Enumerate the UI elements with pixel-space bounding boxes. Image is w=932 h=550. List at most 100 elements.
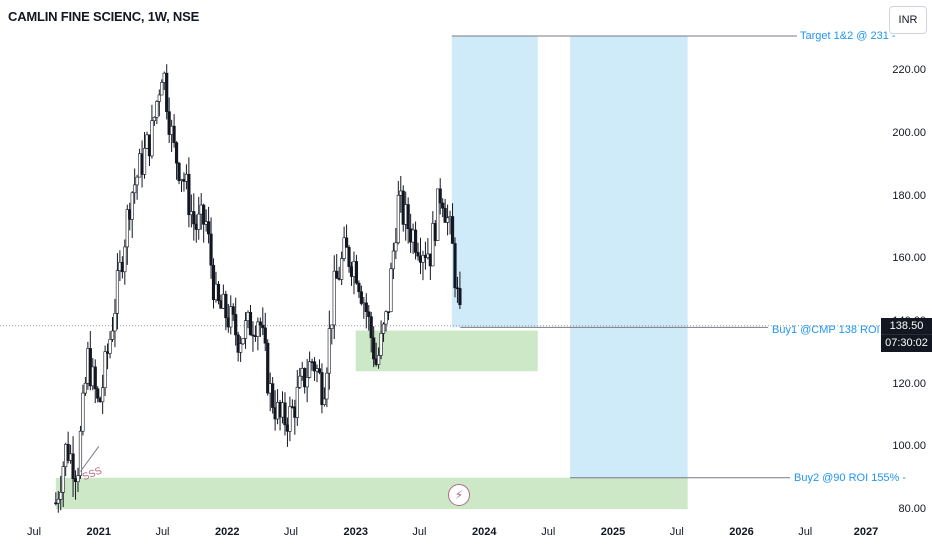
candle-body xyxy=(342,237,346,259)
candle-body xyxy=(377,355,381,365)
candle-body xyxy=(298,375,302,388)
flash-icon[interactable]: ⚡ xyxy=(448,484,470,506)
candle-body xyxy=(396,195,400,244)
price-tick-label: 180.00 xyxy=(892,189,926,202)
candle-body xyxy=(325,372,329,400)
currency-selector[interactable]: INR xyxy=(889,6,927,34)
candle-body xyxy=(389,268,393,312)
candle-body xyxy=(56,498,60,504)
candle-body xyxy=(416,252,420,257)
candle-body xyxy=(239,343,243,353)
candle-body xyxy=(243,320,248,339)
candle-body xyxy=(110,330,115,340)
time-tick-label: Jul xyxy=(798,526,813,538)
candle-body xyxy=(436,188,440,241)
candle-body xyxy=(81,392,85,432)
time-tick-label: Jul xyxy=(541,526,556,538)
time-tick-label: 2023 xyxy=(343,526,368,538)
candle-body xyxy=(357,282,361,293)
last-price-tag: 138.50 xyxy=(881,318,932,334)
candle-body xyxy=(335,270,339,279)
candle-body xyxy=(359,291,363,304)
candle-body xyxy=(438,188,442,204)
candle-body xyxy=(369,316,373,339)
time-tick-label: Jul xyxy=(283,526,298,538)
candle-body xyxy=(202,204,206,225)
price-tick-label: 100.00 xyxy=(892,440,926,453)
candle-body xyxy=(320,372,324,405)
countdown-tag: 07:30:02 xyxy=(881,334,932,352)
candle-body xyxy=(133,184,137,194)
candle-body xyxy=(155,101,159,118)
candle-body xyxy=(347,247,351,267)
candle-body xyxy=(317,368,322,373)
symbol-title: CAMLIN FINE SCIENC, 1W, NSE xyxy=(8,9,200,24)
candle-body xyxy=(66,443,70,461)
buy2-annotation: Buy2 @90 ROI 155% - xyxy=(794,472,907,484)
candle-body xyxy=(445,217,450,223)
price-tick-label: 200.00 xyxy=(892,127,926,140)
candle-body xyxy=(327,328,331,374)
candle-body xyxy=(103,351,107,388)
target-zone-2 xyxy=(570,36,688,478)
candle-body xyxy=(413,229,418,253)
candle-body xyxy=(229,306,233,328)
candle-body xyxy=(101,387,105,403)
candle-body xyxy=(174,142,179,164)
candle-body xyxy=(142,148,147,175)
candle-body xyxy=(160,82,164,96)
candle-body xyxy=(216,283,221,301)
candle-body xyxy=(256,321,260,337)
candle-body xyxy=(391,250,395,270)
candle-body xyxy=(61,466,65,493)
price-tick-label: 220.00 xyxy=(892,64,926,77)
buy-zone-1 xyxy=(355,330,538,372)
candle-body xyxy=(123,246,127,273)
candle-body xyxy=(78,430,83,476)
price-scale[interactable]: 220.00200.00180.00160.00140.00120.00100.… xyxy=(880,0,932,520)
candle-body xyxy=(332,270,336,326)
candle-body xyxy=(421,254,425,263)
candle-body xyxy=(406,204,410,230)
candle-body xyxy=(130,192,134,220)
candle-body xyxy=(271,383,275,408)
time-scale[interactable]: Jul 2021 Jul 2022 Jul 2023 Jul 2024 Jul 2025 Jul 20… xyxy=(0,520,880,550)
candle-body xyxy=(394,242,398,252)
candle-body xyxy=(381,323,386,334)
time-tick-label: Jul xyxy=(26,526,42,538)
candle-body xyxy=(83,382,87,394)
candle-body xyxy=(458,288,462,306)
candle-body xyxy=(431,223,435,267)
candle-body xyxy=(450,216,455,244)
candle-body xyxy=(187,173,191,216)
candle-body xyxy=(241,338,245,345)
time-tick-label: Jul xyxy=(669,526,684,538)
candle-body xyxy=(177,162,181,181)
candle-body xyxy=(384,311,388,325)
candle-body xyxy=(167,111,171,135)
candle-body xyxy=(312,361,317,372)
candle-body xyxy=(386,311,391,313)
candle-body xyxy=(364,302,368,312)
candle-body xyxy=(206,221,211,235)
candle-body xyxy=(197,213,201,230)
candle-body xyxy=(340,258,344,280)
candle-body xyxy=(172,125,176,143)
candle-body xyxy=(93,366,97,390)
candle-body xyxy=(231,306,235,315)
candle-body xyxy=(157,94,161,102)
chart-area[interactable]: SSS xyxy=(0,0,880,520)
target-zone-1 xyxy=(451,36,538,328)
candle-body xyxy=(135,176,139,186)
candle-body xyxy=(71,453,75,480)
candle-body xyxy=(258,321,262,326)
candle-body xyxy=(152,116,156,121)
price-chart[interactable]: SSS xyxy=(0,0,880,520)
price-tick-label: 160.00 xyxy=(892,252,926,265)
time-tick-label: 2026 xyxy=(729,526,754,538)
candle-body xyxy=(367,311,371,317)
candle-body xyxy=(263,327,267,344)
candle-body xyxy=(322,398,327,405)
candle-body xyxy=(76,475,80,483)
candle-body xyxy=(113,312,117,332)
